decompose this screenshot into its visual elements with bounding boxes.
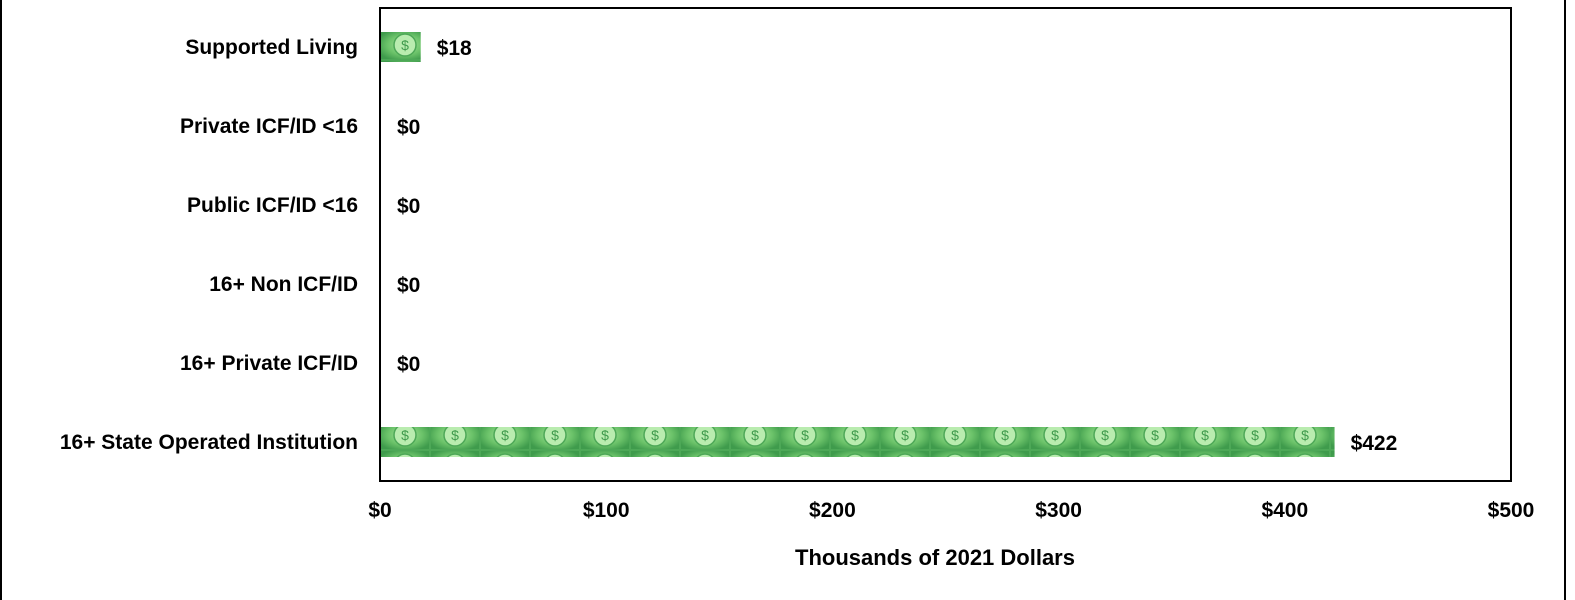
category-label: Private ICF/ID <16 [180,115,358,138]
category-label: Supported Living [185,36,358,59]
x-tick-label: $400 [1261,499,1308,522]
data-label: $0 [397,353,420,376]
bar [381,427,1335,457]
data-label: $0 [397,195,420,218]
category-label: 16+ Non ICF/ID [209,273,358,296]
data-label: $0 [397,116,420,139]
x-tick-label: $300 [1035,499,1082,522]
x-tick-label: $0 [368,499,391,522]
bar [381,32,421,62]
data-label: $0 [397,274,420,297]
category-label: 16+ Private ICF/ID [180,352,358,375]
x-tick-label: $100 [583,499,630,522]
x-tick-label: $500 [1488,499,1535,522]
x-tick-label: $200 [809,499,856,522]
plot-area [379,7,1512,482]
data-label: $422 [1351,432,1398,455]
category-label: 16+ State Operated Institution [60,431,358,454]
category-label: Public ICF/ID <16 [187,194,358,217]
data-label: $18 [437,37,472,60]
x-axis-title: Thousands of 2021 Dollars [795,545,1075,570]
